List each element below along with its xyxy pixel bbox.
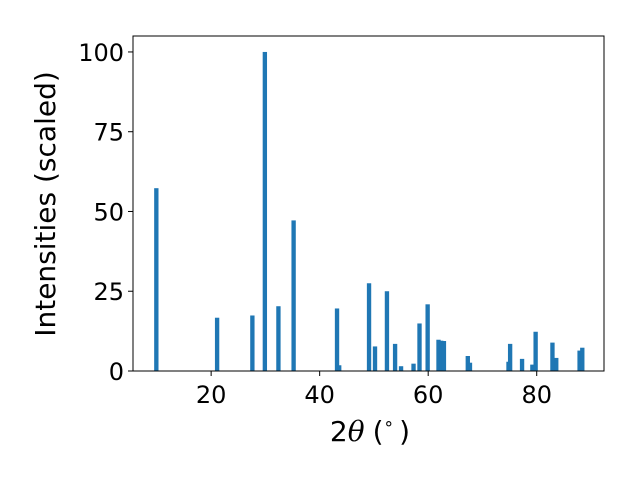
bar (214, 317, 220, 371)
bar (580, 347, 585, 371)
bar-series (154, 51, 585, 371)
bar (154, 188, 159, 371)
bar (436, 339, 441, 371)
bar (250, 315, 255, 371)
bar (467, 362, 473, 371)
bar (372, 346, 378, 371)
bar (291, 220, 296, 371)
y-tick-label: 0 (109, 358, 124, 386)
bar (530, 364, 535, 371)
y-axis-label: Intensities (scaled) (29, 71, 62, 337)
plot-frame (132, 35, 605, 372)
bar (337, 365, 342, 371)
bar (384, 291, 390, 371)
bar (550, 342, 555, 371)
bar (392, 343, 398, 371)
y-axis-ticks: 0 25 50 75 100 (78, 39, 133, 386)
x-tick-label: 40 (304, 381, 335, 409)
bar (366, 283, 372, 371)
x-tick-label: 80 (521, 381, 552, 409)
bar (425, 304, 430, 371)
y-tick-label: 25 (93, 278, 124, 306)
x-tick-label: 20 (196, 381, 227, 409)
y-tick-label: 50 (93, 198, 124, 226)
bar (519, 358, 525, 371)
bar (411, 363, 416, 371)
bar (441, 341, 447, 371)
y-tick-label: 75 (93, 119, 124, 147)
bar (439, 340, 444, 371)
bar (577, 350, 582, 371)
bar (334, 308, 340, 371)
bar (417, 323, 422, 371)
x-tick-label: 60 (413, 381, 444, 409)
bar (276, 306, 281, 371)
bar (398, 366, 404, 371)
y-tick-label: 100 (78, 39, 124, 67)
x-axis-ticks: 20 40 60 80 (196, 371, 552, 409)
bar (262, 51, 268, 371)
bar (507, 343, 513, 371)
bar (554, 357, 559, 371)
x-axis-label: 2θ (∘) (330, 414, 410, 448)
bar (533, 331, 538, 371)
